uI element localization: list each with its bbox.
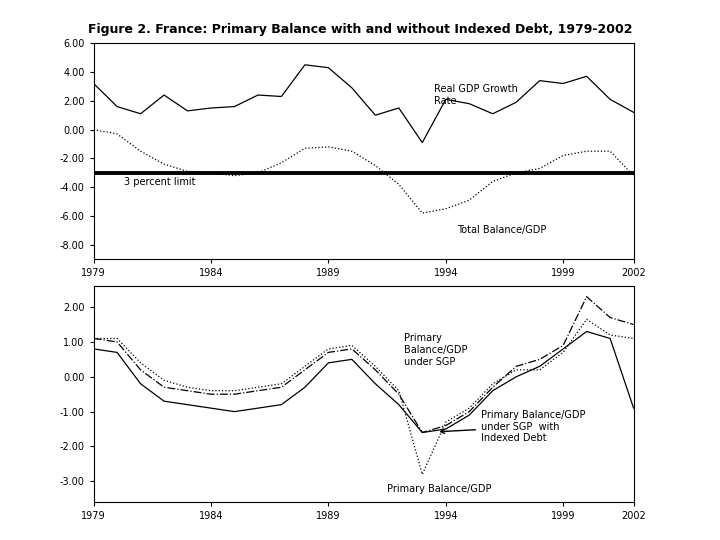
- Text: Primary Balance/GDP
under SGP  with
Indexed Debt: Primary Balance/GDP under SGP with Index…: [441, 410, 585, 443]
- Text: Figure 2. France: Primary Balance with and without Indexed Debt, 1979-2002: Figure 2. France: Primary Balance with a…: [88, 23, 632, 36]
- Text: Total Balance/GDP: Total Balance/GDP: [457, 225, 547, 235]
- Text: 3 percent limit: 3 percent limit: [124, 177, 196, 187]
- Text: Real GDP Growth
Rate: Real GDP Growth Rate: [434, 84, 518, 106]
- Text: Primary Balance/GDP: Primary Balance/GDP: [387, 484, 492, 494]
- Text: Primary
Balance/GDP
under SGP: Primary Balance/GDP under SGP: [403, 333, 467, 367]
